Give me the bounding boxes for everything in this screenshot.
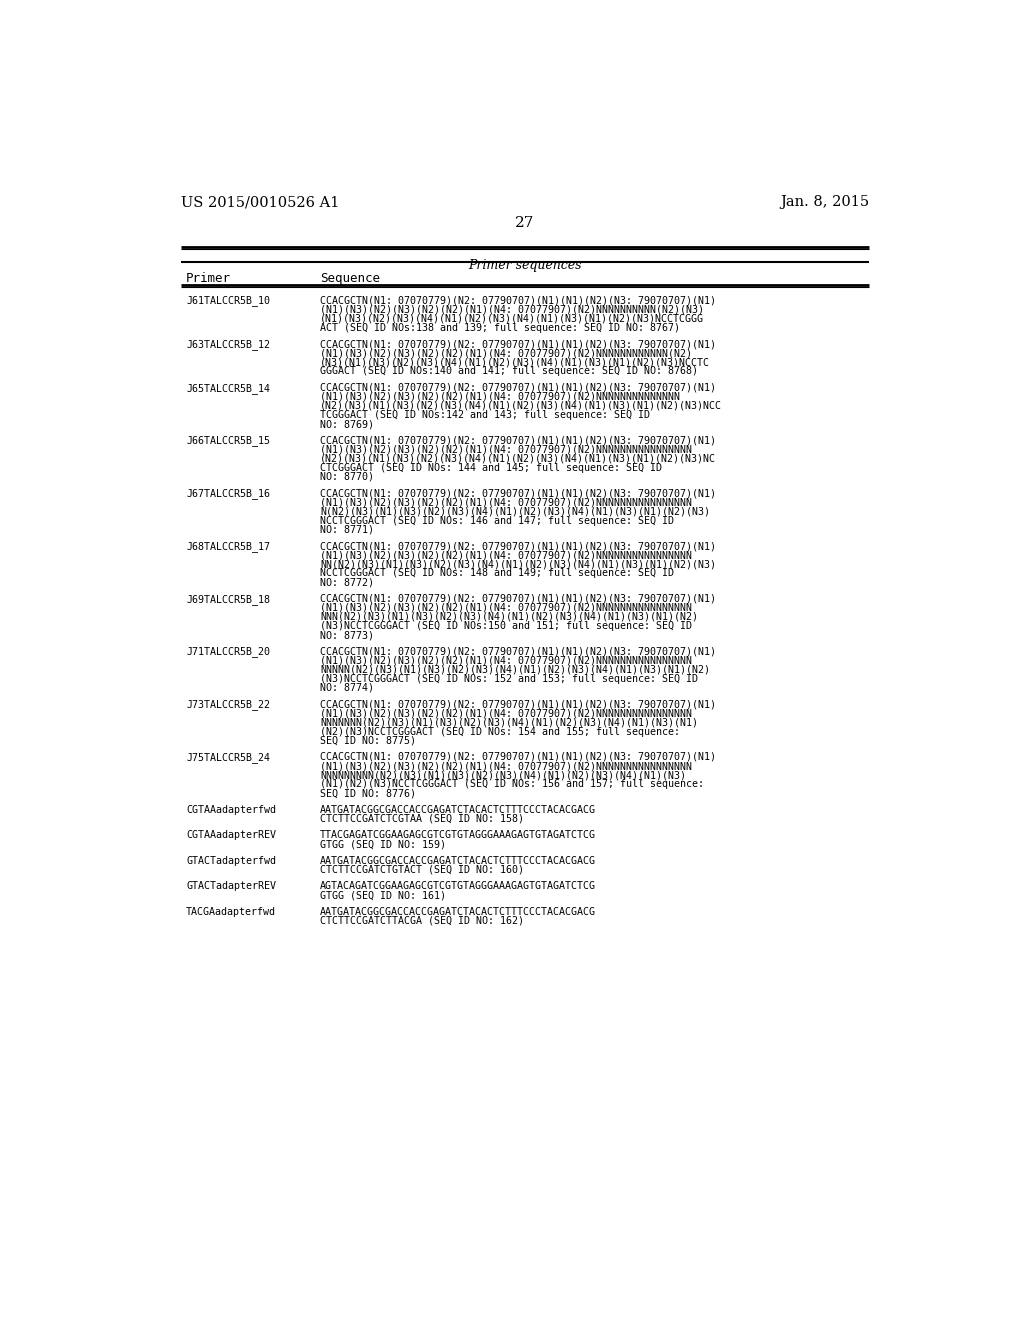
Text: (N2)(N3)(N1)(N3)(N2)(N3)(N4)(N1)(N2)(N3)(N4)(N1)(N3)(N1)(N2)(N3)NC: (N2)(N3)(N1)(N3)(N2)(N3)(N4)(N1)(N2)(N3)… — [321, 454, 716, 463]
Text: CTCTTCCGATCTTACGA (SEQ ID NO: 162): CTCTTCCGATCTTACGA (SEQ ID NO: 162) — [321, 916, 524, 925]
Text: Sequence: Sequence — [321, 272, 380, 285]
Text: (N3)NCCTCGGGACT (SEQ ID NOs: 152 and 153; full sequence: SEQ ID: (N3)NCCTCGGGACT (SEQ ID NOs: 152 and 153… — [321, 673, 698, 684]
Text: SEQ ID NO: 8775): SEQ ID NO: 8775) — [321, 735, 416, 746]
Text: (N1)(N3)(N2)(N3)(N2)(N2)(N1)(N4: 07077907)(N2)NNNNNNNNNNNNNNNN: (N1)(N3)(N2)(N3)(N2)(N2)(N1)(N4: 0707790… — [321, 762, 692, 771]
Text: Jan. 8, 2015: Jan. 8, 2015 — [779, 195, 869, 210]
Text: NO: 8773): NO: 8773) — [321, 630, 374, 640]
Text: ACT (SEQ ID NOs:138 and 139; full sequence: SEQ ID NO: 8767): ACT (SEQ ID NOs:138 and 139; full sequen… — [321, 322, 680, 333]
Text: (N3)NCCTCGGGACT (SEQ ID NOs:150 and 151; full sequence: SEQ ID: (N3)NCCTCGGGACT (SEQ ID NOs:150 and 151;… — [321, 620, 692, 631]
Text: GTGG (SEQ ID NO: 159): GTGG (SEQ ID NO: 159) — [321, 840, 446, 849]
Text: (N1)(N3)(N2)(N3)(N2)(N2)(N1)(N4: 07077907)(N2)NNNNNNNNNN(N2)(N3): (N1)(N3)(N2)(N3)(N2)(N2)(N1)(N4: 0707790… — [321, 305, 705, 314]
Text: (N1)(N3)(N2)(N3)(N2)(N2)(N1)(N4: 07077907)(N2)NNNNNNNNNNNN(N2): (N1)(N3)(N2)(N3)(N2)(N2)(N1)(N4: 0707790… — [321, 348, 692, 358]
Text: (N1)(N3)(N2)(N3)(N2)(N2)(N1)(N4: 07077907)(N2)NNNNNNNNNNNNNNNN: (N1)(N3)(N2)(N3)(N2)(N2)(N1)(N4: 0707790… — [321, 603, 692, 612]
Text: CCACGCTN(N1: 07070779)(N2: 07790707)(N1)(N1)(N2)(N3: 79070707)(N1): CCACGCTN(N1: 07070779)(N2: 07790707)(N1)… — [321, 383, 716, 393]
Text: GTACTadapterREV: GTACTadapterREV — [186, 882, 276, 891]
Text: J73TALCCR5B_22: J73TALCCR5B_22 — [186, 700, 270, 710]
Text: CCACGCTN(N1: 07070779)(N2: 07790707)(N1)(N1)(N2)(N3: 79070707)(N1): CCACGCTN(N1: 07070779)(N2: 07790707)(N1)… — [321, 752, 716, 762]
Text: NNNNNNNNN(N2)(N3)(N1)(N3)(N2)(N3)(N4)(N1)(N2)(N3)(N4)(N1)(N3): NNNNNNNNN(N2)(N3)(N1)(N3)(N2)(N3)(N4)(N1… — [321, 770, 686, 780]
Text: AATGATACGGCGACCACCGAGATCTACACTCTTTCCCTACACGACG: AATGATACGGCGACCACCGAGATCTACACTCTTTCCCTAC… — [321, 907, 596, 916]
Text: AATGATACGGCGACCACCGAGATCTACACTCTTTCCCTACACGACG: AATGATACGGCGACCACCGAGATCTACACTCTTTCCCTAC… — [321, 805, 596, 814]
Text: SEQ ID NO: 8776): SEQ ID NO: 8776) — [321, 788, 416, 799]
Text: Primer sequences: Primer sequences — [468, 259, 582, 272]
Text: TTACGAGATCGGAAGAGCGTCGTGTAGGGAAAGAGTGTAGATCTCG: TTACGAGATCGGAAGAGCGTCGTGTAGGGAAAGAGTGTAG… — [321, 830, 596, 841]
Text: CCACGCTN(N1: 07070779)(N2: 07790707)(N1)(N1)(N2)(N3: 79070707)(N1): CCACGCTN(N1: 07070779)(N2: 07790707)(N1)… — [321, 700, 716, 709]
Text: NNNNNNN(N2)(N3)(N1)(N3)(N2)(N3)(N4)(N1)(N2)(N3)(N4)(N1)(N3)(N1): NNNNNNN(N2)(N3)(N1)(N3)(N2)(N3)(N4)(N1)(… — [321, 718, 698, 727]
Text: CGTAAadapterfwd: CGTAAadapterfwd — [186, 805, 276, 814]
Text: (N1)(N3)(N2)(N3)(N2)(N2)(N1)(N4: 07077907)(N2)NNNNNNNNNNNNNNNN: (N1)(N3)(N2)(N3)(N2)(N2)(N1)(N4: 0707790… — [321, 709, 692, 718]
Text: (N1)(N3)(N2)(N3)(N2)(N2)(N1)(N4: 07077907)(N2)NNNNNNNNNNNNNNNN: (N1)(N3)(N2)(N3)(N2)(N2)(N1)(N4: 0707790… — [321, 550, 692, 560]
Text: (N1)(N3)(N2)(N3)(N2)(N2)(N1)(N4: 07077907)(N2)NNNNNNNNNNNNNNNN: (N1)(N3)(N2)(N3)(N2)(N2)(N1)(N4: 0707790… — [321, 445, 692, 454]
Text: (N1)(N3)(N2)(N3)(N2)(N2)(N1)(N4: 07077907)(N2)NNNNNNNNNNNNNNNN: (N1)(N3)(N2)(N3)(N2)(N2)(N1)(N4: 0707790… — [321, 656, 692, 665]
Text: CTCTTCCGATCTCGTAA (SEQ ID NO: 158): CTCTTCCGATCTCGTAA (SEQ ID NO: 158) — [321, 814, 524, 824]
Text: (N1)(N3)(N2)(N3)(N2)(N2)(N1)(N4: 07077907)(N2)NNNNNNNNNNNNNN: (N1)(N3)(N2)(N3)(N2)(N2)(N1)(N4: 0707790… — [321, 392, 680, 401]
Text: J68TALCCR5B_17: J68TALCCR5B_17 — [186, 541, 270, 552]
Text: AATGATACGGCGACCACCGAGATCTACACTCTTTCCCTACACGACG: AATGATACGGCGACCACCGAGATCTACACTCTTTCCCTAC… — [321, 855, 596, 866]
Text: (N1)(N2)(N3)NCCTCGGGACT (SEQ ID NOs: 156 and 157; full sequence:: (N1)(N2)(N3)NCCTCGGGACT (SEQ ID NOs: 156… — [321, 779, 705, 789]
Text: TACGAadapterfwd: TACGAadapterfwd — [186, 907, 276, 916]
Text: CGTAAadapterREV: CGTAAadapterREV — [186, 830, 276, 841]
Text: NO: 8769): NO: 8769) — [321, 420, 374, 429]
Text: J67TALCCR5B_16: J67TALCCR5B_16 — [186, 488, 270, 499]
Text: NO: 8770): NO: 8770) — [321, 471, 374, 482]
Text: J75TALCCR5B_24: J75TALCCR5B_24 — [186, 752, 270, 763]
Text: NCCTCGGGACT (SEQ ID NOs: 148 and 149; full sequence: SEQ ID: NCCTCGGGACT (SEQ ID NOs: 148 and 149; fu… — [321, 569, 674, 578]
Text: N(N2)(N3)(N1)(N3)(N2)(N3)(N4)(N1)(N2)(N3)(N4)(N1)(N3)(N1)(N2)(N3): N(N2)(N3)(N1)(N3)(N2)(N3)(N4)(N1)(N2)(N3… — [321, 507, 711, 516]
Text: (N1)(N3)(N2)(N3)(N2)(N2)(N1)(N4: 07077907)(N2)NNNNNNNNNNNNNNNN: (N1)(N3)(N2)(N3)(N2)(N2)(N1)(N4: 0707790… — [321, 498, 692, 507]
Text: J71TALCCR5B_20: J71TALCCR5B_20 — [186, 647, 270, 657]
Text: TCGGGACT (SEQ ID NOs:142 and 143; full sequence: SEQ ID: TCGGGACT (SEQ ID NOs:142 and 143; full s… — [321, 411, 650, 420]
Text: CCACGCTN(N1: 07070779)(N2: 07790707)(N1)(N1)(N2)(N3: 79070707)(N1): CCACGCTN(N1: 07070779)(N2: 07790707)(N1)… — [321, 296, 716, 305]
Text: NO: 8774): NO: 8774) — [321, 682, 374, 693]
Text: NCCTCGGGACT (SEQ ID NOs: 146 and 147; full sequence: SEQ ID: NCCTCGGGACT (SEQ ID NOs: 146 and 147; fu… — [321, 516, 674, 525]
Text: CCACGCTN(N1: 07070779)(N2: 07790707)(N1)(N1)(N2)(N3: 79070707)(N1): CCACGCTN(N1: 07070779)(N2: 07790707)(N1)… — [321, 436, 716, 446]
Text: CCACGCTN(N1: 07070779)(N2: 07790707)(N1)(N1)(N2)(N3: 79070707)(N1): CCACGCTN(N1: 07070779)(N2: 07790707)(N1)… — [321, 647, 716, 656]
Text: 27: 27 — [515, 216, 535, 230]
Text: (N2)(N3)NCCTCGGGACT (SEQ ID NOs: 154 and 155; full sequence:: (N2)(N3)NCCTCGGGACT (SEQ ID NOs: 154 and… — [321, 726, 680, 737]
Text: J65TALCCR5B_14: J65TALCCR5B_14 — [186, 383, 270, 393]
Text: CTCTTCCGATCTGTACT (SEQ ID NO: 160): CTCTTCCGATCTGTACT (SEQ ID NO: 160) — [321, 865, 524, 875]
Text: CTCGGGACT (SEQ ID NOs: 144 and 145; full sequence: SEQ ID: CTCGGGACT (SEQ ID NOs: 144 and 145; full… — [321, 463, 663, 473]
Text: NNN(N2)(N3)(N1)(N3)(N2)(N3)(N4)(N1)(N2)(N3)(N4)(N1)(N3)(N1)(N2): NNN(N2)(N3)(N1)(N3)(N2)(N3)(N4)(N1)(N2)(… — [321, 612, 698, 622]
Text: CCACGCTN(N1: 07070779)(N2: 07790707)(N1)(N1)(N2)(N3: 79070707)(N1): CCACGCTN(N1: 07070779)(N2: 07790707)(N1)… — [321, 339, 716, 348]
Text: (N1)(N3)(N2)(N3)(N4)(N1)(N2)(N3)(N4)(N1)(N3)(N1)(N2)(N3)NCCTCGGG: (N1)(N3)(N2)(N3)(N4)(N1)(N2)(N3)(N4)(N1)… — [321, 314, 705, 323]
Text: J63TALCCR5B_12: J63TALCCR5B_12 — [186, 339, 270, 350]
Text: CCACGCTN(N1: 07070779)(N2: 07790707)(N1)(N1)(N2)(N3: 79070707)(N1): CCACGCTN(N1: 07070779)(N2: 07790707)(N1)… — [321, 488, 716, 498]
Text: GTGG (SEQ ID NO: 161): GTGG (SEQ ID NO: 161) — [321, 890, 446, 900]
Text: Primer: Primer — [186, 272, 231, 285]
Text: J66TALCCR5B_15: J66TALCCR5B_15 — [186, 436, 270, 446]
Text: NN(N2)(N3)(N1)(N3)(N2)(N3)(N4)(N1)(N2)(N3)(N4)(N1)(N3)(N1)(N2)(N3): NN(N2)(N3)(N1)(N3)(N2)(N3)(N4)(N1)(N2)(N… — [321, 560, 716, 569]
Text: US 2015/0010526 A1: US 2015/0010526 A1 — [180, 195, 339, 210]
Text: CCACGCTN(N1: 07070779)(N2: 07790707)(N1)(N1)(N2)(N3: 79070707)(N1): CCACGCTN(N1: 07070779)(N2: 07790707)(N1)… — [321, 541, 716, 550]
Text: GGGACT (SEQ ID NOs:140 and 141; full sequence: SEQ ID NO: 8768): GGGACT (SEQ ID NOs:140 and 141; full seq… — [321, 367, 698, 376]
Text: NNNNN(N2)(N3)(N1)(N3)(N2)(N3)(N4)(N1)(N2)(N3)(N4)(N1)(N3)(N1)(N2): NNNNN(N2)(N3)(N1)(N3)(N2)(N3)(N4)(N1)(N2… — [321, 665, 711, 675]
Text: CCACGCTN(N1: 07070779)(N2: 07790707)(N1)(N1)(N2)(N3: 79070707)(N1): CCACGCTN(N1: 07070779)(N2: 07790707)(N1)… — [321, 594, 716, 603]
Text: J61TALCCR5B_10: J61TALCCR5B_10 — [186, 296, 270, 306]
Text: GTACTadapterfwd: GTACTadapterfwd — [186, 855, 276, 866]
Text: NO: 8771): NO: 8771) — [321, 524, 374, 535]
Text: AGTACAGATCGGAAGAGCGTCGTGTAGGGAAAGAGTGTAGATCTCG: AGTACAGATCGGAAGAGCGTCGTGTAGGGAAAGAGTGTAG… — [321, 882, 596, 891]
Text: J69TALCCR5B_18: J69TALCCR5B_18 — [186, 594, 270, 605]
Text: NO: 8772): NO: 8772) — [321, 577, 374, 587]
Text: (N3)(N1)(N3)(N2)(N3)(N4)(N1)(N2)(N3)(N4)(N1)(N3)(N1)(N2)(N3)NCCTC: (N3)(N1)(N3)(N2)(N3)(N4)(N1)(N2)(N3)(N4)… — [321, 358, 711, 367]
Text: (N2)(N3)(N1)(N3)(N2)(N3)(N4)(N1)(N2)(N3)(N4)(N1)(N3)(N1)(N2)(N3)NCC: (N2)(N3)(N1)(N3)(N2)(N3)(N4)(N1)(N2)(N3)… — [321, 401, 722, 411]
